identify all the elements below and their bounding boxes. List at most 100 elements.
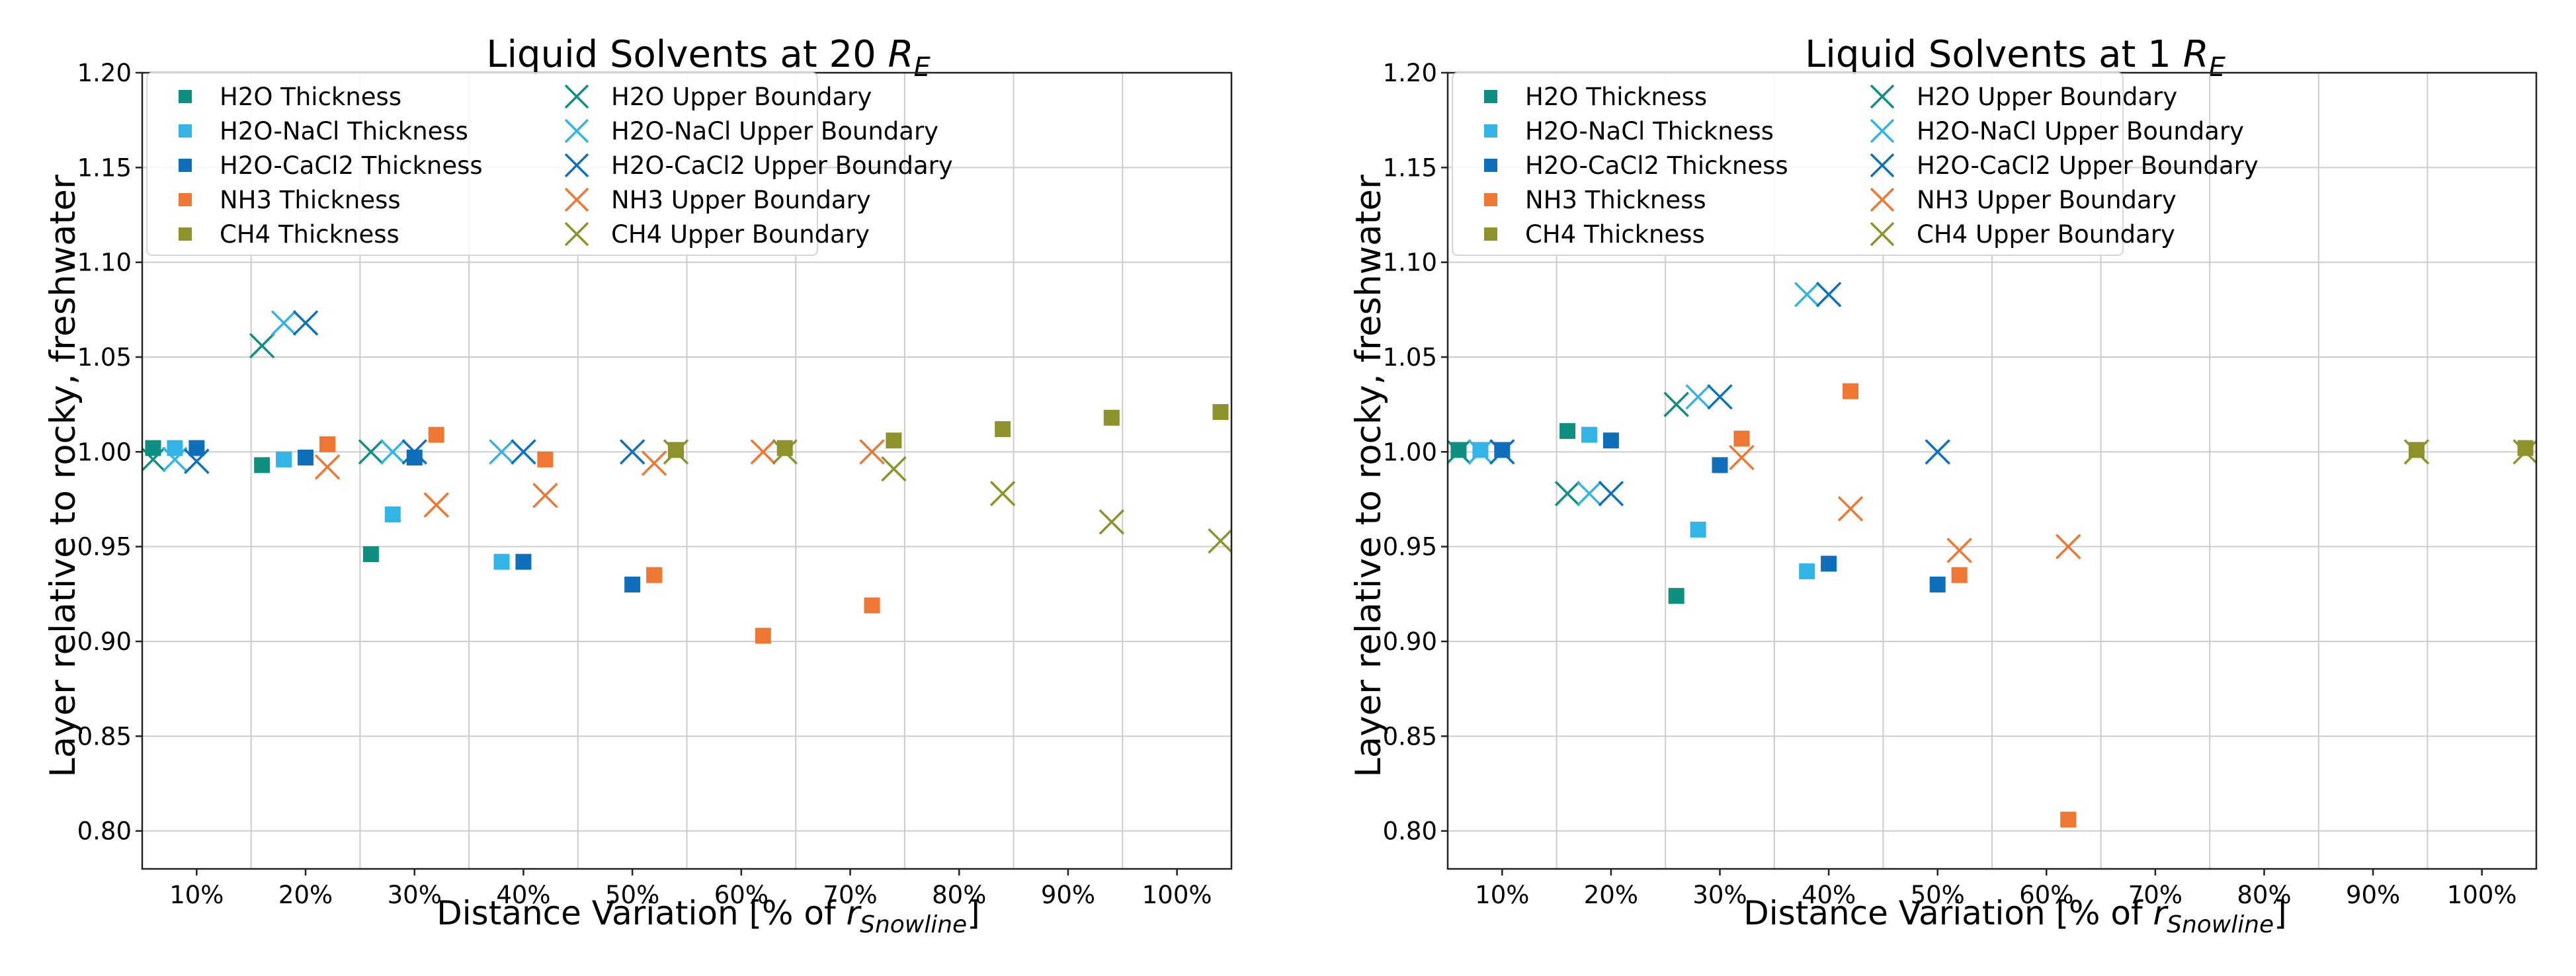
point-h2o-cacl2-upper-boundary (511, 439, 536, 465)
y-tick-label: 1.05 (1383, 343, 1437, 372)
legend-label: NH3 Thickness (1525, 186, 1706, 214)
legend-label: H2O-NaCl Upper Boundary (1917, 117, 2244, 145)
legend-label: H2O Thickness (220, 83, 401, 111)
point-h2o-cacl2-upper-boundary (1707, 384, 1733, 410)
legend-marker-h2o-nacl-upper-boundary (1870, 118, 1895, 143)
point-h2o-thickness (362, 546, 379, 563)
legend: H2O Thickness H2O-NaCl Thickness H2O-CaCl2… (1452, 72, 2259, 256)
legend-marker-h2o-cacl2-thickness (179, 159, 192, 172)
legend-marker-h2o-nacl-thickness (1484, 124, 1497, 138)
y-tick-label: 0.85 (1383, 722, 1437, 751)
legend-label: H2O Upper Boundary (611, 83, 872, 111)
x-tick-label: 30% (388, 881, 442, 909)
x-tick-label: 50% (1911, 881, 1965, 909)
y-tick-label: 0.95 (77, 533, 132, 561)
legend-label: H2O-CaCl2 Thickness (220, 151, 483, 180)
chart-title: Liquid Solvents at 1 RE (1805, 33, 2226, 83)
x-tick-label: 10% (169, 881, 224, 909)
x-tick-label: 80% (932, 881, 986, 909)
point-ch4-thickness (995, 421, 1011, 437)
point-h2o-cacl2-thickness (1821, 555, 1837, 572)
point-h2o-nacl-thickness (1690, 521, 1706, 538)
point-nh3-thickness (2060, 811, 2077, 828)
x-axis-label: Distance Variation [% of rSnowline] (1743, 894, 2286, 938)
point-h2o-upper-boundary (249, 333, 275, 359)
point-nh3-thickness (1733, 430, 1750, 447)
point-h2o-cacl2-thickness (1929, 577, 1946, 592)
x-tick-label: 50% (605, 881, 659, 909)
point-h2o-thickness (1668, 588, 1684, 604)
y-tick-label: 1.20 (77, 59, 132, 87)
legend-label: H2O-CaCl2 Upper Boundary (611, 151, 953, 180)
legend-marker-nh3-thickness (1484, 193, 1497, 206)
legend-frame (146, 72, 818, 256)
legend-marker-h2o-cacl2-upper-boundary (564, 153, 589, 178)
y-axis-label: Layer relative to rocky, freshwater (43, 175, 83, 778)
point-h2o-cacl2-upper-boundary (292, 310, 319, 336)
legend-marker-h2o-upper-boundary (564, 84, 589, 109)
point-nh3-thickness (1951, 567, 1968, 583)
legend-label: H2O-NaCl Thickness (220, 117, 468, 145)
point-h2o-nacl-upper-boundary (380, 439, 406, 465)
point-nh3-upper-boundary (641, 450, 667, 476)
legend-label: NH3 Upper Boundary (611, 186, 871, 214)
point-h2o-thickness (1450, 442, 1467, 458)
x-tick-label: 90% (1041, 881, 1095, 909)
legend-label: H2O-CaCl2 Thickness (1525, 151, 1788, 180)
y-tick-label: 1.00 (1383, 438, 1437, 466)
legend-marker-ch4-upper-boundary (1870, 222, 1895, 247)
point-h2o-nacl-thickness (1472, 442, 1489, 458)
point-ch4-upper-boundary (1099, 509, 1125, 535)
x-tick-label: 80% (2237, 881, 2291, 909)
point-h2o-upper-boundary (358, 439, 384, 465)
chart-panel-20-re: Liquid Solvents at 20 RE Layer relative … (43, 33, 1233, 938)
point-h2o-cacl2-thickness (1712, 457, 1728, 473)
point-nh3-thickness (319, 436, 335, 452)
point-ch4-thickness (886, 432, 902, 449)
point-h2o-nacl-upper-boundary (1685, 384, 1711, 410)
point-ch4-thickness (2517, 440, 2534, 456)
point-h2o-nacl-thickness (276, 451, 292, 468)
point-h2o-thickness (254, 457, 270, 473)
point-h2o-upper-boundary (1554, 481, 1581, 507)
point-h2o-cacl2-upper-boundary (184, 448, 210, 474)
point-h2o-cacl2-upper-boundary (1925, 439, 1950, 465)
point-h2o-nacl-thickness (384, 506, 401, 522)
x-tick-label: 60% (2019, 881, 2073, 909)
legend-marker-h2o-nacl-upper-boundary (564, 118, 589, 143)
x-tick-label: 90% (2346, 881, 2400, 909)
point-h2o-nacl-upper-boundary (162, 446, 188, 473)
y-tick-label: 1.00 (77, 438, 132, 466)
y-tick-label: 1.10 (1383, 249, 1437, 277)
point-nh3-thickness (428, 427, 444, 443)
legend-frame (1452, 72, 2124, 256)
point-h2o-nacl-upper-boundary (1468, 439, 1493, 465)
point-nh3-upper-boundary (859, 439, 885, 465)
point-ch4-upper-boundary (772, 439, 798, 465)
point-nh3-thickness (1843, 383, 1859, 399)
x-tick-label: 20% (278, 881, 333, 909)
x-tick-label: 20% (1584, 881, 1638, 909)
point-ch4-thickness (668, 442, 685, 458)
y-tick-label: 0.80 (1383, 817, 1437, 846)
point-nh3-upper-boundary (423, 492, 449, 518)
legend-marker-h2o-nacl-thickness (179, 124, 192, 138)
x-tick-label: 60% (714, 881, 769, 909)
point-nh3-upper-boundary (1837, 496, 1864, 522)
y-tick-label: 0.95 (1383, 533, 1437, 561)
legend-label: H2O-NaCl Upper Boundary (611, 117, 938, 145)
legend-marker-ch4-thickness (1484, 227, 1497, 241)
point-h2o-cacl2-thickness (515, 553, 532, 570)
point-nh3-thickness (537, 451, 554, 468)
point-h2o-cacl2-upper-boundary (401, 439, 427, 465)
legend-label: CH4 Upper Boundary (611, 220, 870, 249)
legend-marker-h2o-upper-boundary (1870, 84, 1895, 109)
point-h2o-cacl2-upper-boundary (1815, 282, 1842, 307)
point-ch4-thickness (1212, 404, 1229, 421)
legend-marker-h2o-cacl2-thickness (1484, 159, 1497, 172)
point-nh3-upper-boundary (750, 439, 776, 465)
legend-label: NH3 Thickness (220, 186, 401, 214)
x-tick-label: 30% (1692, 881, 1747, 909)
point-h2o-upper-boundary (1448, 439, 1472, 465)
legend-marker-h2o-thickness (1484, 90, 1497, 103)
